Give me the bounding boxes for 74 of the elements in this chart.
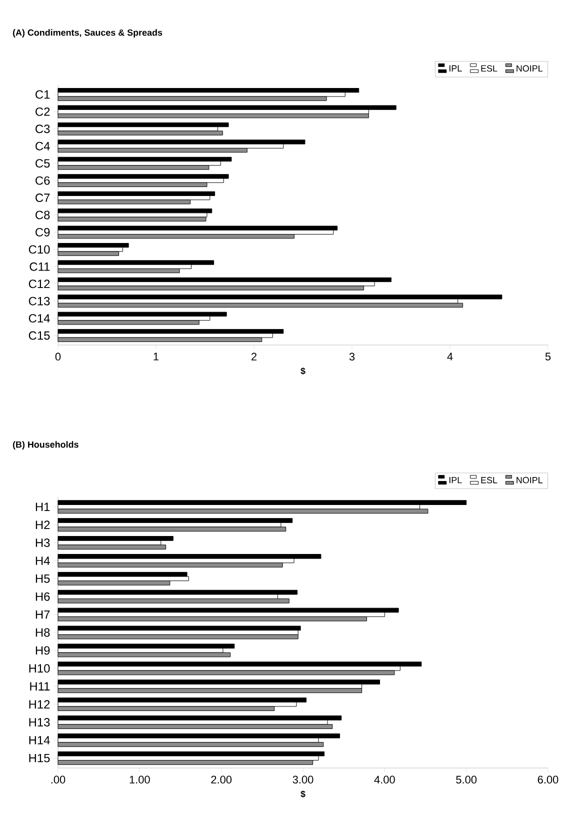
x-tick-label: 4: [447, 352, 453, 360]
x-tick-label: 2.00: [211, 776, 232, 784]
x-tick-label: 0: [55, 352, 61, 361]
legend-label: NOIPL: [516, 476, 543, 484]
x-tick-label: 3.00: [292, 776, 314, 784]
bar: [58, 260, 214, 265]
y-tick-label: H4: [36, 556, 50, 565]
bar: [58, 688, 362, 694]
y-tick-label: H8: [36, 628, 50, 637]
legend-label: IPL: [449, 476, 462, 484]
y-tick-label: C11: [30, 262, 50, 271]
x-tick-label: 3: [349, 352, 355, 361]
y-tick-label: H9: [36, 646, 50, 655]
bar: [58, 216, 206, 222]
x-axis-title: $: [300, 790, 306, 798]
chart-title: (B) Households: [12, 441, 78, 450]
legend-label: IPL: [449, 65, 462, 72]
y-tick-label: H3: [36, 538, 50, 547]
bar: [58, 576, 189, 582]
bar: [58, 518, 293, 523]
y-tick-label: H15: [29, 754, 50, 762]
y-tick-label: H5: [36, 574, 50, 583]
x-tick-label: .00: [51, 776, 66, 784]
y-tick-label: C7: [36, 194, 50, 202]
bar: [58, 626, 301, 631]
y-tick-label: H12: [29, 700, 50, 708]
y-tick-label: H11: [30, 682, 50, 690]
legend-label: NOIPL: [516, 65, 543, 72]
y-tick-label: C10: [28, 245, 50, 254]
x-tick-label: 5: [545, 352, 551, 360]
x-tick-label: 1: [154, 352, 159, 360]
bar: [58, 716, 342, 720]
x-axis-title: $: [300, 367, 306, 375]
bar: [58, 500, 467, 505]
y-tick-label: H14: [29, 736, 50, 744]
y-tick-label: C2: [36, 107, 50, 116]
x-tick-label: 6.00: [538, 776, 558, 784]
y-tick-label: H13: [29, 718, 50, 726]
bar: [58, 508, 428, 514]
y-tick-label: C3: [36, 124, 50, 134]
bar: [58, 226, 338, 230]
bar: [58, 652, 231, 658]
y-tick-label: C5: [36, 159, 50, 168]
bar: [58, 680, 380, 684]
chart-title: (A) Condiments, Sauces & Spreads: [12, 29, 162, 38]
x-tick-label: 2: [252, 352, 257, 360]
y-tick-label: H10: [29, 664, 50, 673]
y-tick-label: H6: [36, 592, 50, 601]
y-tick-label: C12: [28, 280, 50, 288]
y-tick-label: C1: [36, 90, 50, 99]
x-tick-label: 1.00: [130, 776, 150, 784]
bar: [58, 536, 174, 541]
legend-label: ESL: [481, 65, 498, 72]
y-tick-label: H2: [36, 520, 50, 529]
y-tick-label: C8: [36, 210, 50, 220]
y-tick-label: C4: [36, 142, 50, 150]
y-tick-label: C9: [36, 228, 50, 236]
bar: [58, 130, 223, 136]
x-tick-label: 4.00: [374, 776, 395, 784]
y-tick-label: H1: [36, 502, 50, 511]
x-tick-label: 5.00: [456, 776, 477, 784]
bar: [58, 544, 166, 550]
y-tick-label: C13: [28, 296, 50, 306]
y-tick-label: C6: [36, 176, 50, 185]
bar: [58, 644, 235, 649]
bar: [58, 526, 286, 532]
bar: [58, 634, 298, 640]
y-tick-label: H7: [36, 610, 50, 619]
bar: [58, 724, 333, 729]
bar: [58, 302, 463, 308]
bar: [58, 251, 120, 256]
y-tick-label: C14: [28, 314, 50, 323]
y-tick-label: C15: [28, 331, 50, 340]
legend-label: ESL: [481, 476, 498, 484]
